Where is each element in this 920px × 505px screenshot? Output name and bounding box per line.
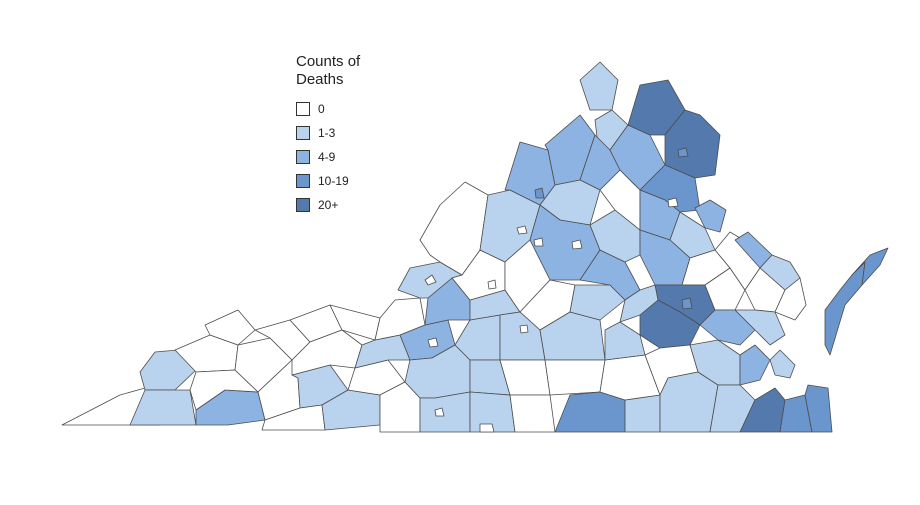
county xyxy=(487,279,497,290)
county xyxy=(851,247,889,286)
legend-label: 4-9 xyxy=(318,150,336,164)
county xyxy=(624,394,661,433)
legend-item: 0 xyxy=(296,97,386,121)
legend-item: 4-9 xyxy=(296,145,386,169)
county xyxy=(769,349,796,379)
county xyxy=(434,407,445,417)
county xyxy=(427,337,439,348)
county xyxy=(681,297,693,310)
county xyxy=(677,147,689,158)
county xyxy=(694,199,727,233)
legend-swatch xyxy=(296,174,310,188)
county xyxy=(419,391,471,433)
county xyxy=(774,277,807,321)
legend-label: 0 xyxy=(318,102,325,116)
county xyxy=(739,344,771,386)
county xyxy=(704,267,746,311)
county xyxy=(204,309,256,346)
legend-label: 1-3 xyxy=(318,126,336,140)
legend-label: 10-19 xyxy=(318,174,349,188)
county xyxy=(579,61,619,111)
independent-city-shapes xyxy=(424,147,693,433)
county xyxy=(734,309,786,346)
county xyxy=(291,329,363,376)
county xyxy=(804,384,833,433)
county xyxy=(639,299,701,349)
legend-title: Counts of Deaths xyxy=(296,53,361,88)
county xyxy=(554,391,626,433)
legend-swatch xyxy=(296,126,310,140)
county xyxy=(534,187,545,199)
county xyxy=(571,239,583,250)
legend-item: 20+ xyxy=(296,193,386,217)
county xyxy=(347,359,406,396)
county-shapes xyxy=(61,61,889,433)
legend-item: 1-3 xyxy=(296,121,386,145)
legend-swatch xyxy=(296,102,310,116)
county xyxy=(479,423,495,433)
county xyxy=(739,387,786,433)
county xyxy=(516,225,528,235)
county xyxy=(544,359,606,396)
county xyxy=(709,384,756,433)
county xyxy=(824,261,866,356)
county xyxy=(539,311,606,361)
legend-swatch xyxy=(296,198,310,212)
county xyxy=(667,197,679,208)
county xyxy=(533,237,544,247)
legend-swatch xyxy=(296,150,310,164)
legend-item: 10-19 xyxy=(296,169,386,193)
county xyxy=(659,371,719,433)
county xyxy=(424,274,437,286)
map-legend: Counts of Deaths 0 1-3 4-9 10-19 20+ xyxy=(296,53,386,217)
county xyxy=(604,321,646,361)
county xyxy=(519,324,529,334)
legend-label: 20+ xyxy=(318,198,339,212)
county xyxy=(509,394,556,433)
